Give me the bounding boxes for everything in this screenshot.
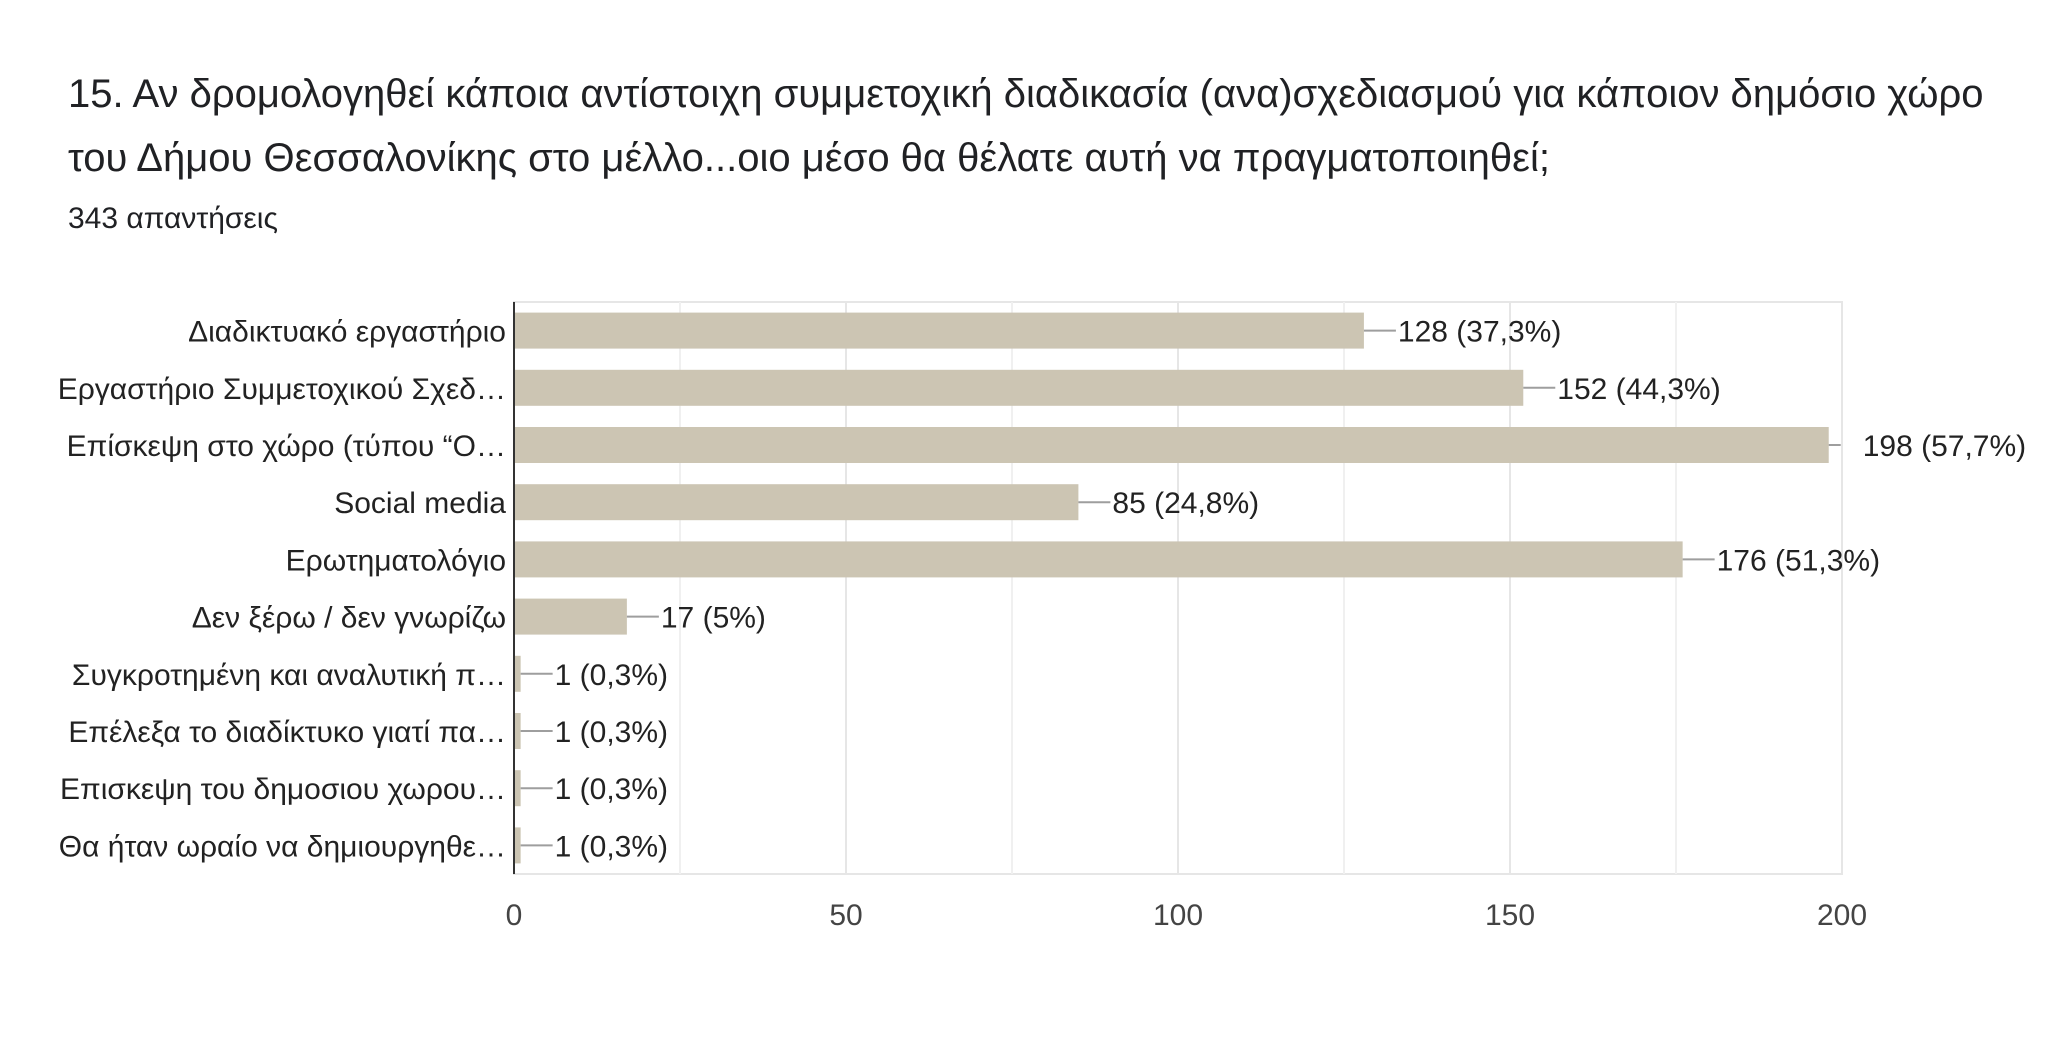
data-label: 1 (0,3%) bbox=[555, 830, 668, 863]
x-tick-label: 0 bbox=[506, 899, 523, 932]
bar bbox=[514, 427, 1829, 463]
category-label: Social media bbox=[334, 487, 506, 520]
data-label: 128 (37,3%) bbox=[1398, 316, 1561, 349]
x-tick-label: 200 bbox=[1817, 899, 1867, 932]
bar bbox=[514, 598, 627, 635]
data-label: 85 (24,8%) bbox=[1112, 487, 1259, 520]
category-label: Ερωτηματολόγιο bbox=[286, 544, 506, 577]
category-label: Δεν ξέρω / δεν γνωρίζω bbox=[192, 602, 506, 635]
data-label: 176 (51,3%) bbox=[1717, 544, 1880, 577]
data-label: 152 (44,3%) bbox=[1557, 373, 1720, 406]
bar bbox=[514, 369, 1524, 406]
bar bbox=[514, 655, 521, 692]
category-label: Επίσκεψη στο χώρο (τύπου “Ο… bbox=[67, 430, 506, 463]
category-label: Επισκεψη του δημοσιου χωρου… bbox=[60, 773, 506, 806]
response-count: 343 απαντήσεις bbox=[68, 202, 278, 235]
bar bbox=[514, 541, 1683, 578]
x-tick-label: 100 bbox=[1153, 899, 1203, 932]
bar bbox=[514, 713, 521, 749]
category-label: Θα ήταν ωραίο να δημιουργηθε… bbox=[59, 830, 506, 863]
data-label: 198 (57,7%) bbox=[1863, 430, 2026, 463]
bar bbox=[514, 484, 1079, 521]
bar bbox=[514, 827, 521, 864]
bar bbox=[514, 312, 1364, 349]
data-label: 1 (0,3%) bbox=[555, 716, 668, 749]
category-label: Εργαστήριο Συμμετοχικού Σχεδ… bbox=[58, 373, 506, 406]
category-label: Επέλεξα το διαδίκτυκο γιατί πα… bbox=[68, 716, 506, 749]
data-label: 1 (0,3%) bbox=[555, 773, 668, 806]
bar-chart: 0 50 100 150 200 128 (37,3%) Διαδικτυακό εργασ… bbox=[58, 301, 2026, 932]
x-tick-label: 50 bbox=[829, 899, 862, 932]
x-tick-label: 150 bbox=[1485, 899, 1535, 932]
category-label: Συγκροτημένη και αναλυτική π… bbox=[72, 659, 506, 692]
data-label: 1 (0,3%) bbox=[555, 659, 668, 692]
category-label: Διαδικτυακό εργαστήριο bbox=[188, 316, 506, 349]
data-label: 17 (5%) bbox=[661, 602, 766, 635]
question-title: 15. Αν δρομολογηθεί κάποια αντίστοιχη συ… bbox=[68, 72, 1984, 180]
bar bbox=[514, 770, 521, 807]
